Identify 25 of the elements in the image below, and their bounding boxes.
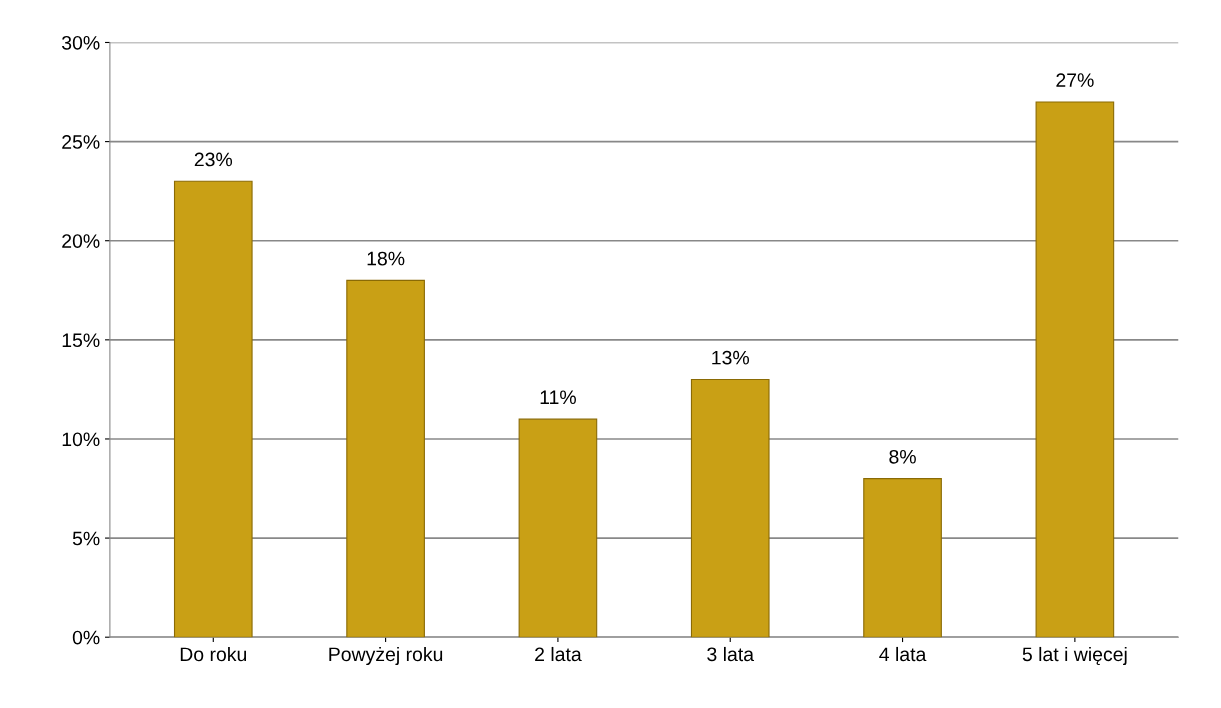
bar [346, 279, 425, 638]
x-tick-label: 2 lata [535, 646, 582, 662]
data-label: 11% [540, 390, 576, 405]
data-label: 23% [194, 152, 233, 167]
x-tick-label: 4 lata [879, 646, 927, 662]
y-tick-label: 0% [72, 630, 100, 645]
x-tick-label: Do roku [180, 646, 247, 662]
bar [690, 378, 770, 638]
data-label: 27% [1056, 73, 1094, 87]
y-tick-label: 25% [62, 135, 100, 149]
data-label: 18% [367, 251, 405, 266]
x-tick-label: 3 lata [707, 646, 755, 662]
y-tick-label: 10% [62, 432, 100, 447]
bar [518, 418, 598, 638]
data-label: 13% [712, 350, 749, 365]
y-tick-label: 5% [72, 531, 100, 546]
y-tick-label: 20% [62, 234, 100, 248]
bar [1035, 101, 1115, 638]
data-label: 8% [889, 449, 916, 464]
x-tick-label: 5 lat i więcej [1022, 646, 1127, 666]
bar [173, 180, 253, 638]
x-tick-label: Powyżej roku [329, 646, 443, 666]
bar [863, 478, 942, 638]
y-tick-label: 15% [62, 333, 100, 348]
y-tick-label: 30% [61, 35, 100, 50]
